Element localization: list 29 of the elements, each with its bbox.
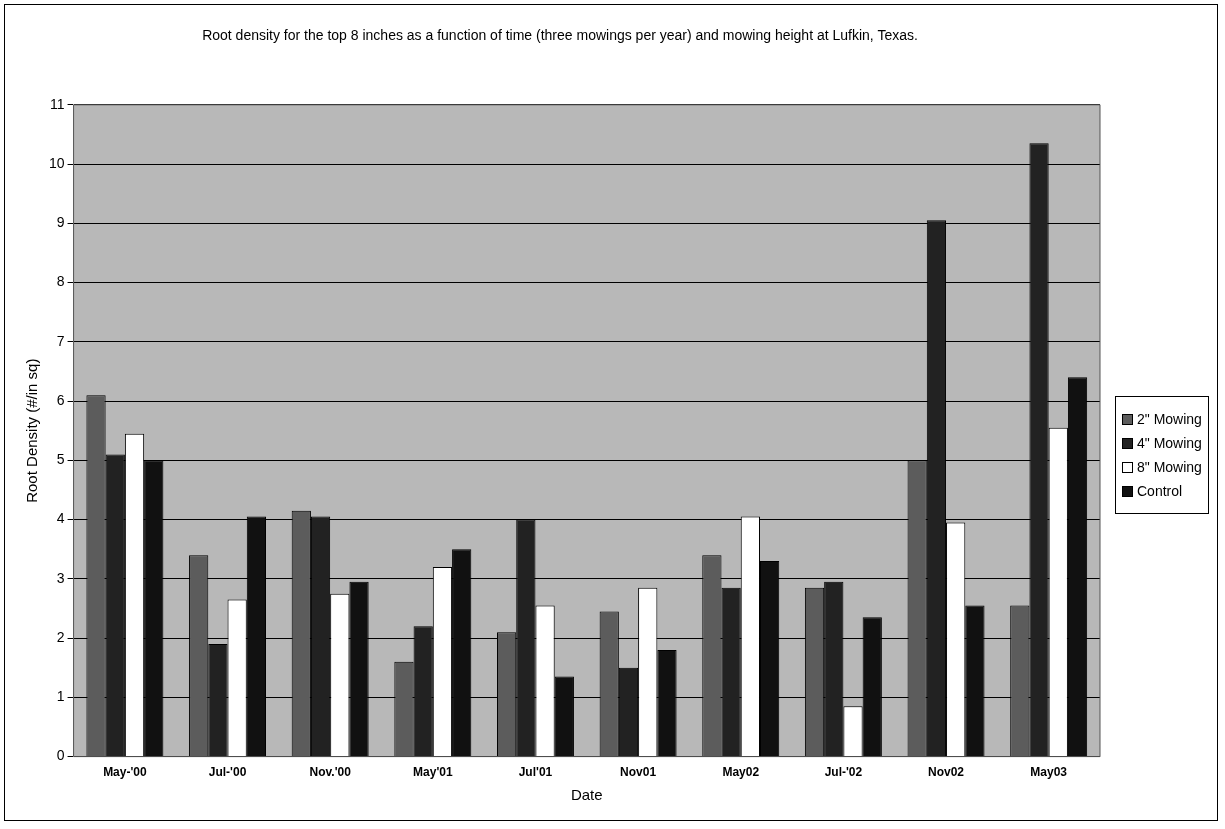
y-tick-label: 8 xyxy=(56,273,65,290)
y-tick-label: 4 xyxy=(56,510,65,527)
y-axis-title: Root Density (#/in sq) xyxy=(23,358,41,503)
y-tick-label: 10 xyxy=(48,154,65,171)
y-tick-label: 11 xyxy=(50,95,65,112)
legend-label: 2" Mowing xyxy=(1137,411,1202,427)
y-tick-label: 3 xyxy=(56,569,65,586)
x-tick-label: Nov01 xyxy=(620,765,657,780)
chart-title: Root density for the top 8 inches as a function of time (three mowings per year) and mowing height at Lufkin, Texas. xyxy=(202,27,918,44)
legend-label: 8" Mowing xyxy=(1137,459,1202,475)
x-axis-title: Date xyxy=(570,786,603,804)
x-tick-label: May03 xyxy=(1030,765,1068,780)
y-tick-label: 0 xyxy=(56,747,65,764)
y-tick-label: 5 xyxy=(56,451,65,468)
legend-label: 4" Mowing xyxy=(1137,435,1202,451)
x-tick-label: Jul-'00 xyxy=(208,765,247,780)
y-tick-label: 7 xyxy=(56,332,65,349)
legend-label: Control xyxy=(1137,483,1183,499)
y-tick-label: 2 xyxy=(56,628,65,645)
x-tick-label: Jul'01 xyxy=(518,765,553,780)
x-tick-label: Nov02 xyxy=(928,765,965,780)
x-tick-label: Nov.'00 xyxy=(309,765,352,780)
y-tick-label: 9 xyxy=(56,214,65,231)
y-tick-label: 6 xyxy=(56,391,65,408)
x-tick-label: May'01 xyxy=(413,765,453,780)
x-tick-label: May-'00 xyxy=(103,765,147,780)
y-tick-label: 1 xyxy=(56,688,65,705)
x-tick-label: May02 xyxy=(722,765,760,780)
x-tick-label: Jul-'02 xyxy=(824,765,863,780)
